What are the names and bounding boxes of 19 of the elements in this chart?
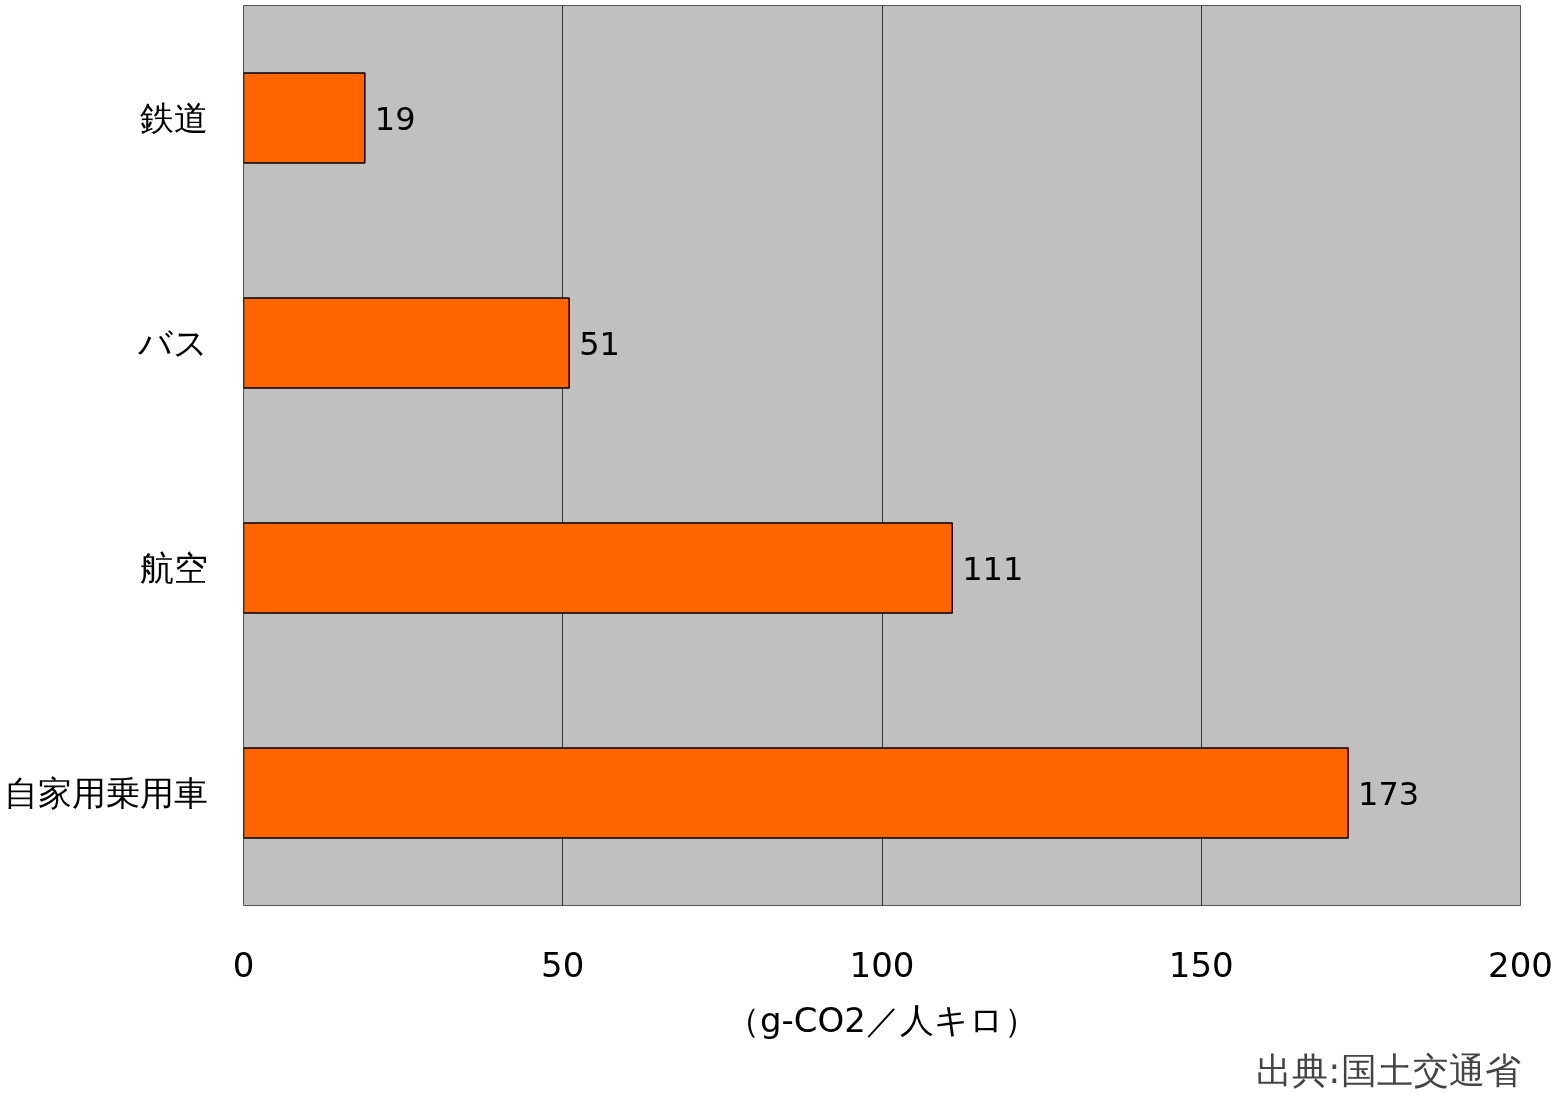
x-axis-title: （g-CO2／人キロ）: [726, 999, 1038, 1040]
bar: [243, 72, 366, 164]
bar: [243, 747, 1349, 839]
x-tick-label: 200: [1488, 944, 1553, 985]
x-tick-label: 50: [541, 944, 585, 985]
x-tick-label: 150: [1168, 944, 1234, 985]
y-tick-label: バス: [136, 323, 208, 363]
bar: [243, 297, 570, 389]
data-label: 173: [1358, 774, 1420, 813]
x-tick-label: 100: [849, 944, 915, 985]
y-tick-label: 自家用乗用車: [3, 773, 208, 813]
source-note: 出典:国土交通省: [1256, 1049, 1521, 1091]
data-label: 51: [579, 324, 620, 363]
y-tick-label: 航空: [139, 548, 208, 588]
data-label: 19: [374, 99, 416, 138]
y-tick-label: 鉄道: [139, 98, 208, 138]
data-label: 111: [962, 549, 1024, 588]
x-tick-label: 0: [232, 944, 255, 985]
bar: [243, 522, 953, 614]
